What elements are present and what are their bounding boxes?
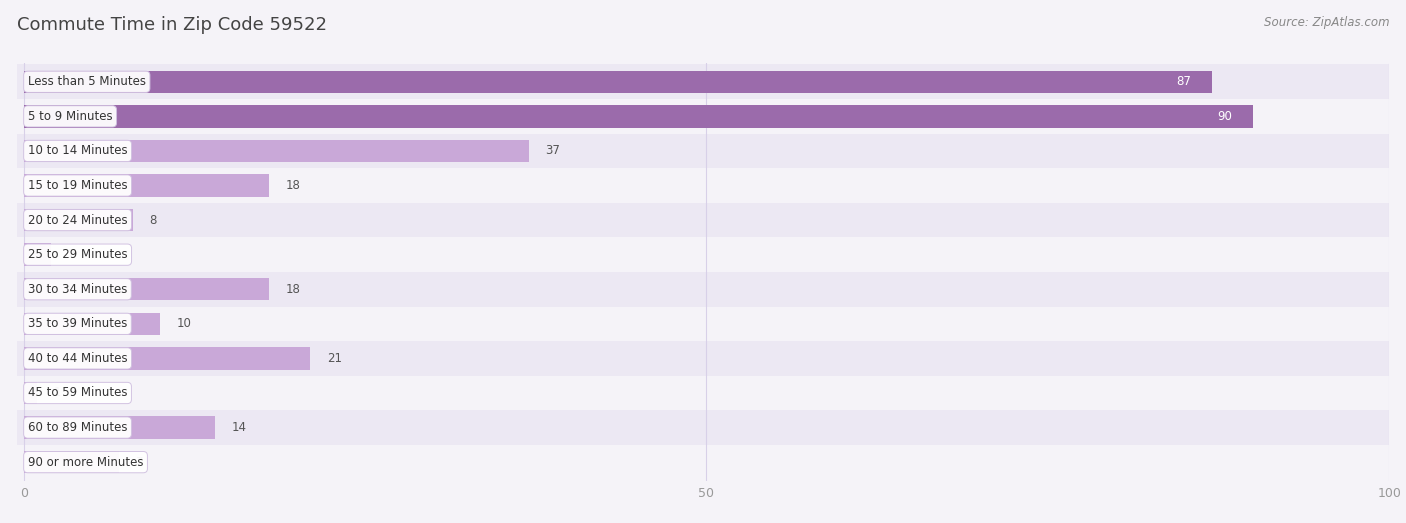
Bar	[24, 451, 120, 473]
Bar	[0, 445, 1389, 480]
Bar	[24, 243, 51, 266]
Text: 90 or more Minutes: 90 or more Minutes	[28, 456, 143, 469]
Text: Less than 5 Minutes: Less than 5 Minutes	[28, 75, 146, 88]
Bar	[24, 416, 215, 439]
Bar	[24, 347, 311, 370]
Bar	[24, 174, 270, 197]
Text: 8: 8	[149, 213, 156, 226]
Text: 1: 1	[53, 386, 62, 400]
Bar	[0, 99, 1389, 134]
Text: 37: 37	[546, 144, 560, 157]
Text: 14: 14	[231, 421, 246, 434]
Bar	[0, 134, 1389, 168]
Bar	[0, 168, 1389, 203]
Text: 10 to 14 Minutes: 10 to 14 Minutes	[28, 144, 128, 157]
Text: 87: 87	[1177, 75, 1191, 88]
Bar	[0, 237, 1389, 272]
Bar	[0, 306, 1389, 341]
Text: 15 to 19 Minutes: 15 to 19 Minutes	[28, 179, 128, 192]
Bar	[0, 272, 1389, 306]
Bar	[24, 105, 1253, 128]
Bar	[24, 140, 529, 162]
Text: Source: ZipAtlas.com: Source: ZipAtlas.com	[1264, 16, 1389, 29]
Text: 40 to 44 Minutes: 40 to 44 Minutes	[28, 352, 128, 365]
Text: 2: 2	[67, 248, 75, 261]
Text: 18: 18	[285, 283, 301, 295]
Bar	[24, 382, 38, 404]
Text: 20 to 24 Minutes: 20 to 24 Minutes	[28, 213, 128, 226]
Bar	[24, 278, 270, 301]
Text: 90: 90	[1218, 110, 1232, 123]
Text: 60 to 89 Minutes: 60 to 89 Minutes	[28, 421, 128, 434]
Text: Commute Time in Zip Code 59522: Commute Time in Zip Code 59522	[17, 16, 326, 33]
Text: 5 to 9 Minutes: 5 to 9 Minutes	[28, 110, 112, 123]
Text: 18: 18	[285, 179, 301, 192]
Text: 25 to 29 Minutes: 25 to 29 Minutes	[28, 248, 128, 261]
Text: 7: 7	[135, 456, 143, 469]
Bar	[24, 313, 160, 335]
Bar	[0, 410, 1389, 445]
Bar	[0, 341, 1389, 376]
Bar	[0, 64, 1389, 99]
Text: 21: 21	[326, 352, 342, 365]
Text: 30 to 34 Minutes: 30 to 34 Minutes	[28, 283, 127, 295]
Bar	[24, 71, 1212, 93]
Bar	[24, 209, 134, 231]
Text: 35 to 39 Minutes: 35 to 39 Minutes	[28, 317, 127, 331]
Bar	[0, 203, 1389, 237]
Text: 10: 10	[177, 317, 191, 331]
Text: 45 to 59 Minutes: 45 to 59 Minutes	[28, 386, 128, 400]
Bar	[0, 376, 1389, 410]
